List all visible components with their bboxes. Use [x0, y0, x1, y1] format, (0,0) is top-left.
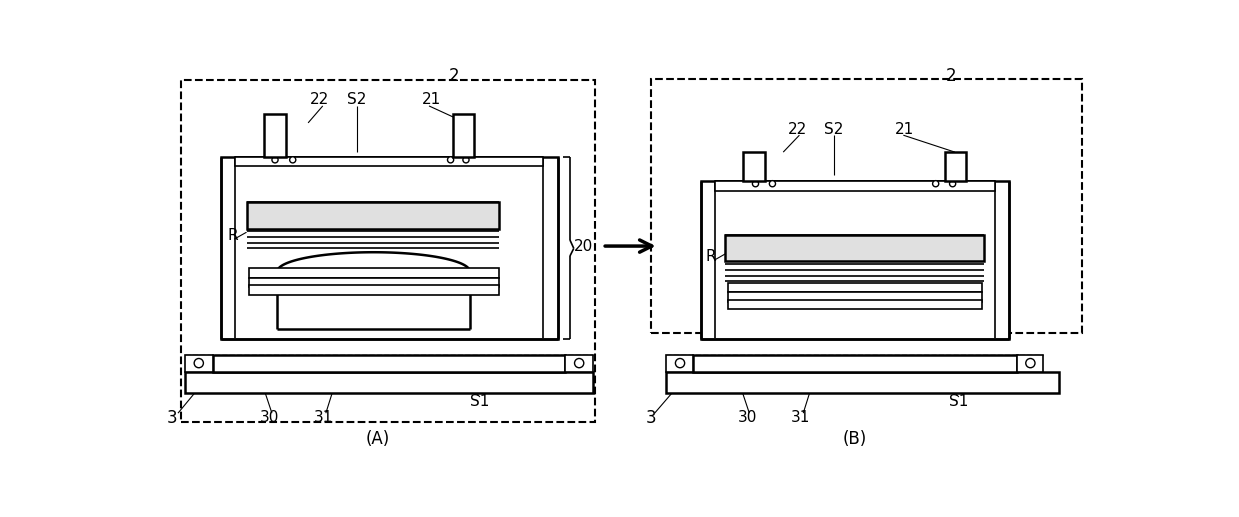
Text: 30: 30	[260, 410, 279, 425]
Bar	[727, 292, 981, 301]
Bar	[667, 355, 693, 372]
Text: (B): (B)	[843, 430, 867, 448]
Circle shape	[447, 157, 453, 163]
Text: (A): (A)	[366, 430, 389, 448]
Bar	[213, 355, 565, 372]
Bar	[264, 114, 286, 157]
Text: R: R	[227, 228, 238, 243]
Circle shape	[463, 157, 470, 163]
Bar	[945, 152, 966, 181]
Circle shape	[575, 358, 584, 368]
Circle shape	[752, 180, 758, 187]
Text: 31: 31	[792, 410, 810, 425]
Text: 20: 20	[574, 238, 593, 253]
Text: S2: S2	[824, 121, 844, 136]
Bar	[650, 79, 1082, 333]
Text: 21: 21	[896, 121, 914, 136]
Text: 31: 31	[313, 410, 333, 425]
Circle shape	[195, 358, 203, 368]
Text: 2: 2	[449, 67, 460, 85]
Bar	[221, 157, 559, 339]
Bar	[181, 80, 595, 422]
Bar	[249, 268, 499, 278]
Bar	[247, 202, 499, 229]
Bar	[667, 372, 1059, 393]
Text: 2: 2	[945, 67, 957, 85]
Circle shape	[1026, 358, 1035, 368]
Text: S1: S1	[470, 394, 489, 409]
Bar	[185, 355, 213, 372]
Circle shape	[933, 180, 939, 187]
Bar	[701, 181, 1009, 339]
Bar	[453, 114, 475, 157]
Text: 3: 3	[166, 409, 177, 427]
Bar	[249, 278, 499, 287]
Text: 3: 3	[646, 409, 657, 427]
Text: 30: 30	[737, 410, 757, 425]
Bar	[1016, 355, 1043, 372]
Text: 22: 22	[788, 121, 807, 136]
Circle shape	[769, 180, 776, 187]
Text: S1: S1	[949, 394, 969, 409]
Text: R: R	[705, 249, 716, 264]
Bar	[743, 152, 764, 181]
Circle shape	[271, 157, 278, 163]
Bar	[249, 285, 499, 295]
Text: 22: 22	[310, 92, 330, 107]
Bar	[235, 157, 543, 166]
Bar	[727, 300, 981, 309]
Bar	[715, 181, 995, 191]
Bar	[565, 355, 593, 372]
Bar	[693, 355, 1016, 372]
Circle shape	[949, 180, 955, 187]
Circle shape	[675, 358, 685, 368]
Bar	[185, 372, 593, 393]
Circle shape	[290, 157, 296, 163]
Bar	[727, 283, 981, 292]
Text: S2: S2	[347, 92, 367, 107]
Bar	[726, 235, 984, 262]
Text: 21: 21	[421, 92, 441, 107]
